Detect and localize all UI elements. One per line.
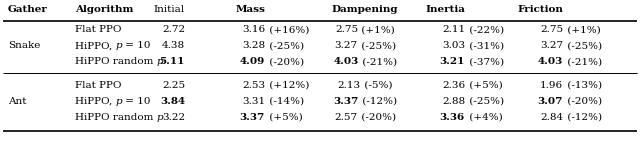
Text: 3.36: 3.36 — [440, 112, 465, 122]
Text: 3.27: 3.27 — [0, 41, 23, 51]
Text: (+12%): (+12%) — [266, 80, 309, 90]
Text: (-20%): (-20%) — [0, 112, 38, 122]
Text: p: p — [115, 96, 122, 106]
Text: (+16%): (+16%) — [266, 25, 309, 35]
Text: 1.96: 1.96 — [540, 80, 563, 90]
Text: 4.03: 4.03 — [333, 57, 358, 67]
Text: 4.03: 4.03 — [538, 57, 563, 67]
Text: 2.36: 2.36 — [442, 80, 465, 90]
Text: 5.11: 5.11 — [159, 57, 185, 67]
Text: 3.84: 3.84 — [160, 96, 185, 106]
Text: 3.16: 3.16 — [242, 25, 265, 35]
Text: 2.57: 2.57 — [334, 112, 358, 122]
Text: 2.53: 2.53 — [242, 80, 265, 90]
Text: Gather: Gather — [8, 5, 48, 15]
Text: Mass: Mass — [235, 5, 265, 15]
Text: 2.75: 2.75 — [0, 25, 23, 35]
Text: HiPPO random: HiPPO random — [75, 57, 157, 67]
Text: (+1%): (+1%) — [358, 25, 395, 35]
Text: 3.07: 3.07 — [538, 96, 563, 106]
Text: (-20%): (-20%) — [266, 57, 304, 67]
Text: (-25%): (-25%) — [266, 41, 304, 51]
Text: (-25%): (-25%) — [466, 96, 504, 106]
Text: Friction: Friction — [517, 5, 563, 15]
Text: (-12%): (-12%) — [0, 96, 38, 106]
Text: (-31%): (-31%) — [466, 41, 504, 51]
Text: 3.31: 3.31 — [242, 96, 265, 106]
Text: (-20%): (-20%) — [358, 112, 396, 122]
Text: Initial: Initial — [154, 5, 185, 15]
Text: (-25%): (-25%) — [0, 41, 38, 51]
Text: (-25%): (-25%) — [564, 41, 602, 51]
Text: (-22%): (-22%) — [466, 25, 504, 35]
Text: 3.37: 3.37 — [333, 96, 358, 106]
Text: 3.37: 3.37 — [0, 96, 25, 106]
Text: 4.09: 4.09 — [240, 57, 265, 67]
Text: HiPPO,: HiPPO, — [75, 96, 115, 106]
Text: (+1%): (+1%) — [0, 25, 36, 35]
Text: p: p — [115, 41, 122, 51]
Text: (+5%): (+5%) — [466, 80, 503, 90]
Text: 2.75: 2.75 — [540, 25, 563, 35]
Text: (-20%): (-20%) — [564, 96, 602, 106]
Text: p: p — [157, 112, 163, 122]
Text: 2.11: 2.11 — [442, 25, 465, 35]
Text: = 10: = 10 — [122, 41, 150, 51]
Text: 3.37: 3.37 — [240, 112, 265, 122]
Text: = 10: = 10 — [122, 96, 150, 106]
Text: 2.75: 2.75 — [335, 25, 358, 35]
Text: HiPPO,: HiPPO, — [75, 41, 115, 51]
Text: HiPPO,: HiPPO, — [75, 96, 115, 106]
Text: p: p — [115, 41, 122, 51]
Text: Dampening: Dampening — [332, 5, 398, 15]
Text: (-21%): (-21%) — [358, 57, 397, 67]
Text: 3.28: 3.28 — [242, 41, 265, 51]
Text: 4.38: 4.38 — [162, 41, 185, 51]
Text: 3.03: 3.03 — [442, 41, 465, 51]
Text: Flat PPO: Flat PPO — [75, 80, 122, 90]
Text: Algorithm: Algorithm — [75, 5, 133, 15]
Text: 4.03: 4.03 — [0, 57, 25, 67]
Text: (-21%): (-21%) — [564, 57, 602, 67]
Text: 2.72: 2.72 — [162, 25, 185, 35]
Text: (+1%): (+1%) — [564, 25, 601, 35]
Text: 2.13: 2.13 — [0, 80, 23, 90]
Text: (-25%): (-25%) — [358, 41, 396, 51]
Text: (-21%): (-21%) — [0, 57, 38, 67]
Text: HiPPO random: HiPPO random — [75, 112, 157, 122]
Text: HiPPO,: HiPPO, — [75, 41, 115, 51]
Text: Snake: Snake — [8, 41, 40, 51]
Text: (-14%): (-14%) — [266, 96, 304, 106]
Text: (+4%): (+4%) — [466, 112, 503, 122]
Text: 3.21: 3.21 — [440, 57, 465, 67]
Text: (+5%): (+5%) — [266, 112, 303, 122]
Text: (-5%): (-5%) — [0, 80, 31, 90]
Text: 2.25: 2.25 — [162, 80, 185, 90]
Text: p: p — [115, 96, 122, 106]
Text: (-5%): (-5%) — [361, 80, 392, 90]
Text: Flat PPO: Flat PPO — [75, 25, 122, 35]
Text: 2.84: 2.84 — [540, 112, 563, 122]
Text: HiPPO random: HiPPO random — [75, 57, 157, 67]
Text: 3.22: 3.22 — [162, 112, 185, 122]
Text: (-12%): (-12%) — [358, 96, 397, 106]
Text: Inertia: Inertia — [425, 5, 465, 15]
Text: 2.57: 2.57 — [0, 112, 23, 122]
Text: 2.13: 2.13 — [338, 80, 361, 90]
Text: 3.27: 3.27 — [540, 41, 563, 51]
Text: Ant: Ant — [8, 96, 26, 106]
Text: (-12%): (-12%) — [564, 112, 602, 122]
Text: HiPPO random: HiPPO random — [75, 112, 157, 122]
Text: 3.27: 3.27 — [334, 41, 358, 51]
Text: p: p — [157, 57, 163, 67]
Text: (-13%): (-13%) — [564, 80, 602, 90]
Text: (-37%): (-37%) — [466, 57, 504, 67]
Text: 2.88: 2.88 — [442, 96, 465, 106]
